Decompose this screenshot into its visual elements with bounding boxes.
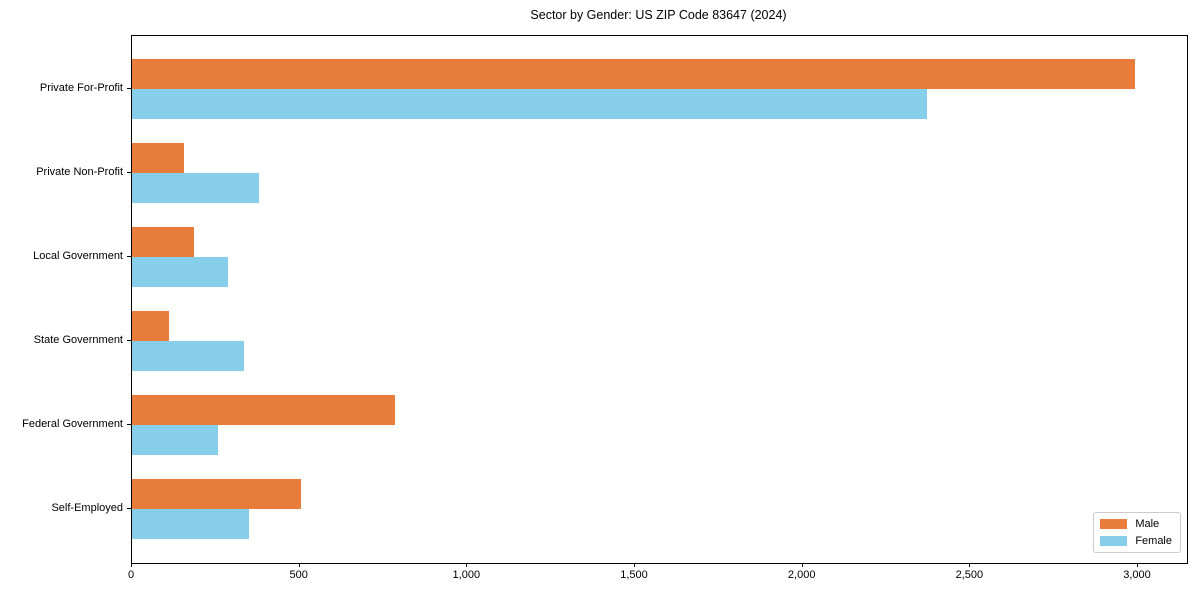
x-tick-mark <box>969 563 971 567</box>
bar-female-private-for-profit <box>132 89 927 119</box>
bar-female-federal-government <box>132 425 218 455</box>
legend: Male Female <box>1093 512 1181 553</box>
x-tick-mark <box>1137 563 1138 567</box>
x-tick-mark <box>298 563 300 567</box>
bar-female-state-government <box>132 341 245 371</box>
bar-male-private-for-profit <box>132 59 1135 89</box>
y-tick-label-local-government: Local Government <box>33 250 123 262</box>
bar-male-federal-government <box>132 395 396 425</box>
plot-area: Male Female <box>131 35 1188 564</box>
y-tick-label-state-government: State Government <box>33 334 123 346</box>
x-tick-label-2000: 2,000 <box>787 569 816 581</box>
y-tick-mark <box>127 340 131 341</box>
x-tick-mark <box>634 563 635 567</box>
x-tick-label-1000: 1,000 <box>452 569 481 581</box>
y-tick-label-self-employed: Self-Employed <box>51 502 123 514</box>
bar-female-private-non-profit <box>132 173 260 203</box>
bar-male-private-non-profit <box>132 143 184 173</box>
y-tick-mark <box>127 424 131 425</box>
x-tick-label-1500: 1,500 <box>620 569 648 581</box>
female-swatch-icon <box>1100 536 1128 546</box>
bar-female-local-government <box>132 257 228 287</box>
x-tick-mark <box>801 563 803 567</box>
legend-entry-female: Female <box>1100 535 1172 547</box>
legend-entry-male: Male <box>1100 518 1172 530</box>
y-tick-label-private-non-profit: Private Non-Profit <box>36 166 123 178</box>
x-tick-mark <box>466 563 468 567</box>
legend-label-male: Male <box>1135 518 1160 530</box>
bar-male-local-government <box>132 227 194 257</box>
y-tick-label-private-for-profit: Private For-Profit <box>39 82 123 94</box>
x-tick-label-0: 0 <box>127 569 135 581</box>
x-tick-label-2500: 2,500 <box>955 569 984 581</box>
y-tick-label-federal-government: Federal Government <box>22 418 123 430</box>
y-tick-mark <box>127 88 131 89</box>
bar-female-self-employed <box>132 509 250 539</box>
y-tick-mark <box>127 256 131 257</box>
male-swatch-icon <box>1100 519 1128 529</box>
bar-male-self-employed <box>132 479 302 509</box>
x-tick-label-3000: 3,000 <box>1123 569 1151 581</box>
chart-title: Sector by Gender: US ZIP Code 83647 (202… <box>530 8 787 22</box>
bar-male-state-government <box>132 311 169 341</box>
y-tick-mark <box>127 508 131 509</box>
y-tick-mark <box>127 172 131 173</box>
x-tick-label-500: 500 <box>289 569 308 581</box>
x-tick-mark <box>131 563 132 567</box>
legend-label-female: Female <box>1135 535 1172 547</box>
